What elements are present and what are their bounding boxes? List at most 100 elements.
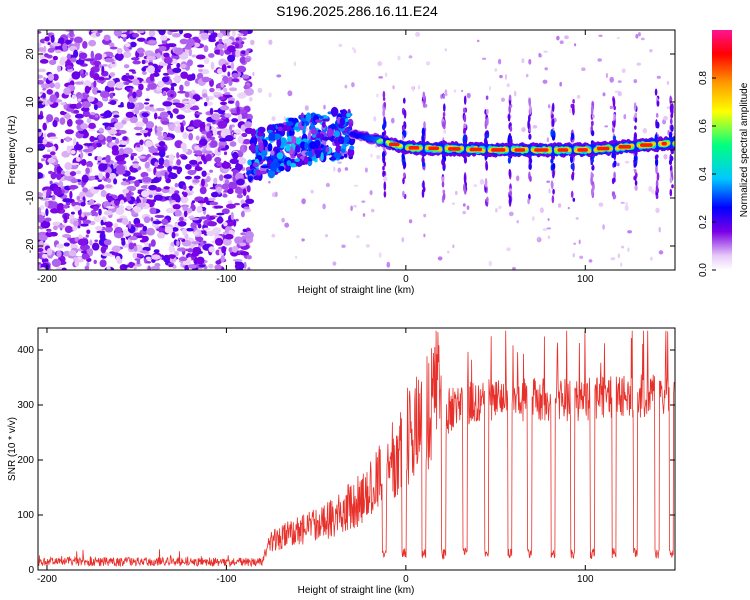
heatmap-cell [176,167,181,175]
heatmap-cell [91,242,100,251]
heatmap-cell [284,222,290,228]
heatmap-cell [442,121,445,128]
heatmap-cell [96,156,103,161]
heatmap-cell [87,128,96,132]
heatmap-cell [206,172,211,176]
heatmap-cell [186,227,194,232]
heatmap-cell [132,161,139,165]
heatmap-cell [125,111,135,118]
heatmap-cell [576,95,581,99]
heatmap-cell [81,252,91,260]
heatmap-cell [246,255,252,260]
heatmap-cell [341,244,346,248]
heatmap-cell [104,57,115,63]
heatmap-cell [241,37,247,40]
heatmap-cell [233,133,237,139]
heatmap-cell [223,151,228,156]
heatmap-cell [188,98,197,105]
heatmap-cell [325,182,330,188]
heatmap-cell [40,220,51,229]
heatmap-cell [139,239,147,243]
heatmap-cell [656,121,660,129]
heatmap-cell [451,202,456,205]
heatmap-cell [151,254,161,260]
heatmap-cell [494,68,498,72]
heatmap-cell [38,264,42,270]
heatmap-cell [128,242,135,250]
heatmap-cell [611,177,615,185]
heatmap-cell [547,104,551,109]
heatmap-cell [68,214,75,220]
heatmap-cell [235,37,240,41]
heatmap-cell [116,47,123,55]
ridge-peak-segment [514,148,526,152]
heatmap-cell [182,228,187,236]
heatmap-cell [93,104,98,111]
heatmap-cell [150,217,154,222]
heatmap-cell [539,207,544,214]
heatmap-cell [197,200,206,204]
heatmap-cell [421,188,425,198]
heatmap-cell [466,205,470,210]
heatmap-cell [59,58,66,66]
heatmap-cell [109,46,118,50]
heatmap-cell [208,95,215,100]
heatmap-cell [44,217,52,222]
heatmap-cell [62,42,68,51]
heatmap-cell [276,123,285,128]
heatmap-cell [378,138,384,142]
heatmap-cell [103,34,111,41]
heatmap-cell [119,205,125,210]
heatmap-cell [76,102,82,109]
heatmap-cell [231,245,239,253]
heatmap-cell [122,178,127,181]
heatmap-cell [164,171,168,180]
heatmap-cell [73,109,80,114]
heatmap-cell [187,169,197,176]
heatmap-cell [54,82,61,90]
heatmap-cell [68,184,79,190]
heatmap-cell [136,37,146,42]
heatmap-cell [605,73,608,78]
heatmap-cell [132,32,140,38]
heatmap-cell [515,175,520,182]
heatmap-cell [314,119,323,123]
heatmap-cell [174,190,180,195]
heatmap-cell [38,79,44,85]
heatmap-cell [179,84,184,92]
snr-y-label: SNR (10 * v/v) [7,417,18,481]
heatmap-cell [88,145,95,152]
heatmap-cell [508,94,512,101]
heatmap-cell [258,142,264,152]
heatmap-cell [136,30,145,34]
heatmap-cell [124,48,131,52]
heatmap-cell [141,59,146,65]
heatmap-cell [49,208,60,214]
heatmap-cell [157,135,165,141]
heatmap-cell [40,267,46,270]
heatmap-cell [121,239,126,246]
heatmap-cell [245,198,255,205]
heatmap-cell [655,185,659,192]
heatmap-cell [46,89,53,95]
heatmap-cell [122,188,130,194]
heatmap-cell [69,171,77,177]
heatmap-cell [179,38,189,45]
heatmap-cell [143,241,149,246]
heatmap-cell [183,33,192,39]
heatmap-cell [246,185,251,193]
heatmap-cell [65,136,71,143]
heatmap-cell [54,240,59,246]
heatmap-cell [245,231,254,240]
heatmap-cell [65,39,72,45]
heatmap-cell [635,172,638,179]
heatmap-cell [634,180,638,186]
heatmap-cell [51,258,62,268]
heatmap-cell [197,64,205,68]
heatmap-cell [232,151,239,160]
heatmap-cell [134,223,145,228]
heatmap-cell [64,225,73,234]
heatmap-cell [462,107,466,113]
heatmap-cell [497,58,502,65]
heatmap-cell [101,141,106,145]
